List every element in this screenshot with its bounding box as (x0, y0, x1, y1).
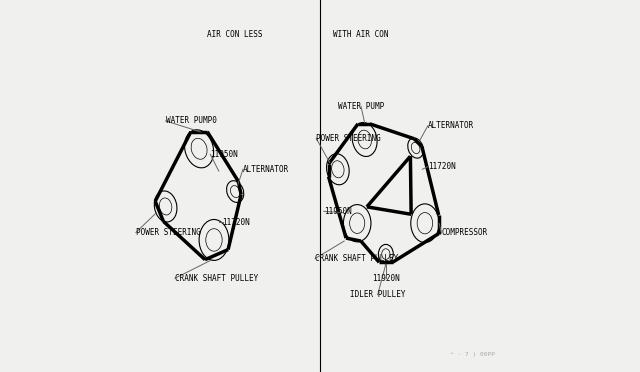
Text: 11950N: 11950N (211, 150, 238, 159)
Text: 11720N: 11720N (428, 162, 456, 171)
Text: WATER PUMP: WATER PUMP (338, 102, 384, 110)
Text: POWER STEERING: POWER STEERING (136, 228, 200, 237)
Text: IDLER PULLEY: IDLER PULLEY (350, 290, 405, 299)
Text: ^ - 7 ) 00PP: ^ - 7 ) 00PP (450, 352, 495, 357)
Text: POWER STEERING: POWER STEERING (316, 134, 381, 143)
Text: ALTERNATOR: ALTERNATOR (428, 121, 474, 130)
Text: AIR CON LESS: AIR CON LESS (207, 30, 262, 39)
Text: 11720N: 11720N (223, 218, 250, 227)
Text: 11950N: 11950N (324, 207, 351, 216)
Text: WATER PUMP0: WATER PUMP0 (166, 116, 216, 125)
Text: WITH AIR CON: WITH AIR CON (333, 30, 388, 39)
Text: ALTERNATOR: ALTERNATOR (243, 165, 289, 174)
Text: CRANK SHAFT PULLEY: CRANK SHAFT PULLEY (315, 254, 399, 263)
Text: 11920N: 11920N (372, 274, 400, 283)
Text: COMPRESSOR: COMPRESSOR (441, 228, 488, 237)
Text: CRANK SHAFT PULLEY: CRANK SHAFT PULLEY (175, 274, 258, 283)
